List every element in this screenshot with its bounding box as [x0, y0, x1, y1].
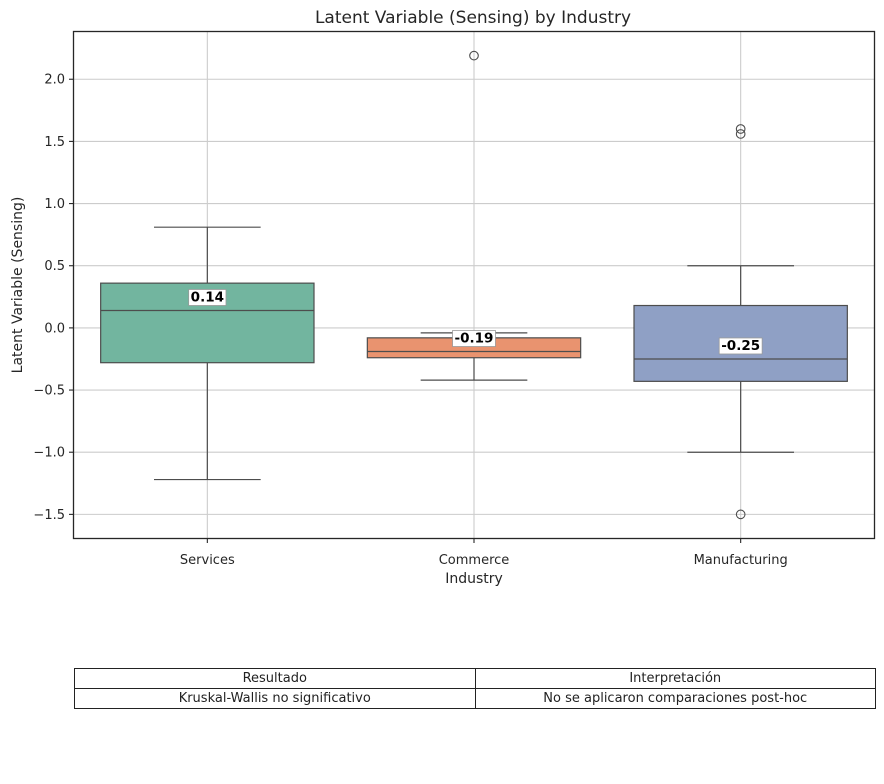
table-header-cell: Resultado	[74, 668, 476, 689]
median-label-background	[718, 337, 763, 355]
outlier-point	[735, 129, 746, 139]
median-value-label: -0.25	[721, 338, 760, 354]
x-tick-label: Services	[180, 553, 235, 568]
median-value-label: -0.19	[455, 331, 494, 347]
y-tick-label: −1.0	[33, 446, 65, 461]
table-cell: No se aplicaron comparaciones post-hoc	[474, 688, 876, 709]
table-row: Kruskal-Wallis no significativo No se ap…	[74, 688, 876, 709]
median-labels-group: 0.14 -0.19 -0.25	[188, 289, 763, 355]
y-tick-label: 0.0	[44, 321, 65, 336]
boxes-group	[100, 50, 848, 520]
y-tick-label: −0.5	[33, 384, 65, 399]
x-tick-label: Commerce	[439, 553, 510, 568]
y-axis-ticks: −1.5 −1.0 −0.5 0.0 0.5 1.0 1.5 2.0	[33, 73, 74, 523]
table-cell: Kruskal-Wallis no significativo	[74, 688, 476, 709]
results-table: Resultado Interpretación Kruskal-Wallis …	[74, 668, 876, 709]
box-plot-chart: Latent Variable (Sensing) by Industry 0.…	[10, 8, 876, 587]
table-header-cell: Interpretación	[474, 668, 876, 689]
y-tick-label: 0.5	[44, 259, 65, 274]
outlier-point	[735, 124, 746, 134]
outlier-point	[469, 50, 479, 61]
y-tick-label: 1.5	[44, 135, 65, 150]
median-label-background	[452, 330, 496, 347]
y-tick-label: −1.5	[33, 508, 65, 523]
x-axis-title: Industry	[445, 571, 503, 587]
x-axis-ticks: Services Commerce Manufacturing	[180, 538, 788, 568]
chart-title: Latent Variable (Sensing) by Industry	[315, 8, 631, 28]
x-tick-label: Manufacturing	[694, 553, 788, 568]
y-axis-title: Latent Variable (Sensing)	[10, 197, 26, 374]
y-tick-label: 1.0	[44, 197, 65, 212]
table-header-row: Resultado Interpretación	[74, 668, 876, 689]
median-label-background	[188, 289, 227, 306]
median-value-label: 0.14	[191, 289, 224, 305]
y-tick-label: 2.0	[44, 73, 65, 88]
outlier-point	[735, 509, 746, 520]
